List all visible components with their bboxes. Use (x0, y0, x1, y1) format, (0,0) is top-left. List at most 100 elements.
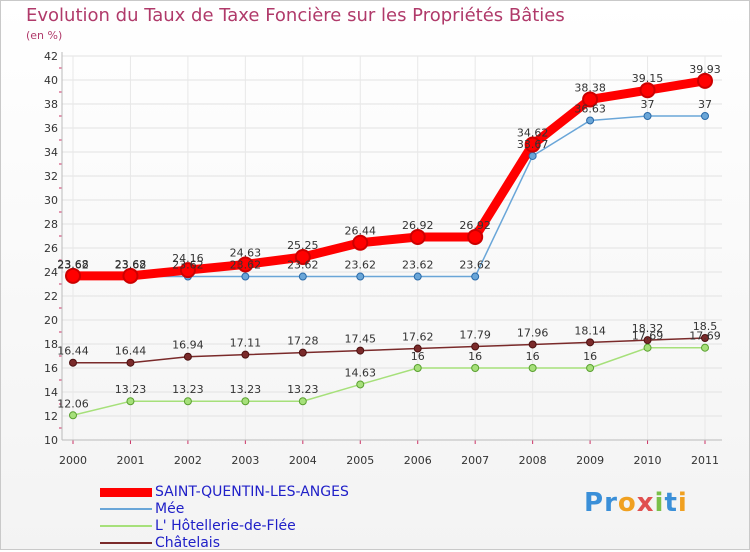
y-tick-label: 22 (44, 290, 58, 303)
data-point-0-2 (179, 262, 196, 279)
legend-label-0: SAINT-QUENTIN-LES-ANGES (155, 484, 349, 500)
data-label-1-2: 23.62 (172, 259, 204, 272)
data-label-1-1: 23.62 (115, 259, 147, 272)
data-point-0-8 (524, 136, 541, 153)
data-point-3-5 (356, 346, 365, 355)
data-label-0-11: 39.93 (689, 63, 721, 76)
data-label-2-8: 16 (526, 350, 540, 363)
y-tick-label: 14 (44, 386, 58, 399)
series-lines (68, 76, 710, 417)
data-label-1-7: 23.62 (459, 259, 491, 272)
data-label-0-8: 34.62 (517, 127, 549, 140)
x-tick-label: 2000 (59, 454, 87, 467)
data-point-0-5 (352, 234, 369, 251)
data-point-2-1 (126, 397, 135, 406)
data-label-3-1: 16.44 (115, 345, 147, 358)
data-label-0-6: 26.92 (402, 219, 434, 232)
legend-swatch-1 (100, 508, 152, 510)
data-point-2-7 (471, 364, 480, 372)
data-point-3-10 (643, 336, 652, 345)
data-point-3-4 (298, 348, 307, 357)
data-label-3-0: 16.44 (57, 345, 89, 358)
data-label-1-10: 37 (641, 98, 655, 111)
data-label-1-8: 33.67 (517, 138, 549, 151)
chart-subtitle: (en %) (26, 29, 63, 42)
y-tick-label: 30 (44, 194, 58, 207)
data-point-0-0 (65, 267, 81, 284)
logo-letter: i (677, 488, 688, 518)
data-point-3-0 (69, 358, 77, 367)
data-label-3-6: 17.62 (402, 331, 434, 344)
logo-letter: i (654, 488, 665, 518)
y-tick-label: 10 (44, 434, 58, 447)
x-tick-labels: 2000 2001 2002 2003 2004 2005 2006 2007 2008 2009… (59, 454, 719, 467)
data-point-2-3 (241, 397, 250, 406)
data-point-1-9 (586, 116, 595, 125)
x-tick-label: 2005 (346, 454, 374, 467)
data-label-1-9: 36.63 (574, 102, 606, 115)
data-label-0-9: 38.38 (574, 81, 606, 94)
data-label-1-4: 23.62 (287, 259, 319, 272)
series-line-1 (72, 115, 706, 278)
legend-label-1: Mée (155, 501, 185, 517)
y-tick-label: 12 (44, 410, 58, 423)
data-label-1-3: 23.62 (230, 259, 262, 272)
data-point-1-6 (413, 272, 422, 281)
chart-title: Evolution du Taux de Taxe Foncière sur l… (26, 5, 565, 26)
y-tick-label: 28 (44, 218, 58, 231)
logo-letter: x (636, 488, 655, 518)
data-point-2-0 (69, 411, 77, 420)
data-label-2-7: 16 (468, 350, 482, 363)
data-label-2-6: 16 (411, 350, 425, 363)
y-tick-label: 34 (44, 146, 58, 159)
data-label-2-4: 13.23 (287, 383, 319, 396)
y-tick-label: 20 (44, 314, 58, 327)
data-label-2-3: 13.23 (230, 383, 262, 396)
axes (59, 52, 722, 444)
data-label-0-4: 25.25 (287, 239, 319, 252)
x-tick-label: 2011 (691, 454, 719, 467)
legend-swatch-0 (100, 487, 152, 497)
data-label-2-5: 14.63 (345, 366, 377, 379)
x-tick-label: 2007 (461, 454, 489, 467)
data-label-1-11: 37 (698, 98, 712, 111)
x-tick-label: 2008 (519, 454, 547, 467)
x-tick-label: 2006 (404, 454, 432, 467)
data-point-1-7 (471, 272, 480, 281)
x-tick-label: 2003 (231, 454, 259, 467)
data-label-1-0: 23.62 (57, 259, 89, 272)
y-tick-label: 32 (44, 170, 58, 183)
data-label-0-0: 23.68 (57, 258, 89, 271)
legend-swatch-3 (100, 542, 152, 544)
data-point-2-11 (701, 343, 709, 352)
data-point-2-8 (528, 364, 537, 372)
legend-label-2: L' Hôtellerie-de-Flée (155, 518, 296, 534)
series-points (65, 72, 713, 420)
data-point-1-3 (241, 272, 250, 281)
data-point-2-9 (586, 364, 595, 372)
y-tick-label: 40 (44, 74, 58, 87)
data-point-2-2 (183, 397, 192, 406)
data-point-0-6 (409, 228, 426, 245)
y-tick-label: 42 (44, 50, 58, 63)
data-label-3-10: 18.32 (632, 322, 664, 335)
data-point-2-6 (413, 364, 422, 372)
series-line-2 (72, 346, 706, 417)
data-label-3-3: 17.11 (230, 337, 262, 350)
data-label-3-4: 17.28 (287, 335, 319, 348)
x-tick-label: 2010 (634, 454, 662, 467)
data-label-0-7: 26.92 (459, 219, 491, 232)
data-point-0-4 (294, 249, 311, 265)
data-point-2-10 (643, 343, 652, 352)
data-label-0-10: 39.15 (632, 72, 664, 85)
y-tick-labels: 10 12 14 16 18 20 22 24 26 28 30 32 34 36 38 40 42 (44, 50, 58, 447)
x-tick-label: 2009 (576, 454, 604, 467)
logo-letter: t (664, 488, 678, 518)
data-label-3-2: 16.94 (172, 339, 204, 352)
data-point-0-3 (237, 256, 254, 273)
data-point-1-10 (643, 112, 652, 120)
y-tick-label: 24 (44, 266, 58, 279)
y-tick-label: 26 (44, 242, 58, 255)
grid-lines (62, 55, 722, 441)
data-label-3-5: 17.45 (345, 333, 377, 346)
